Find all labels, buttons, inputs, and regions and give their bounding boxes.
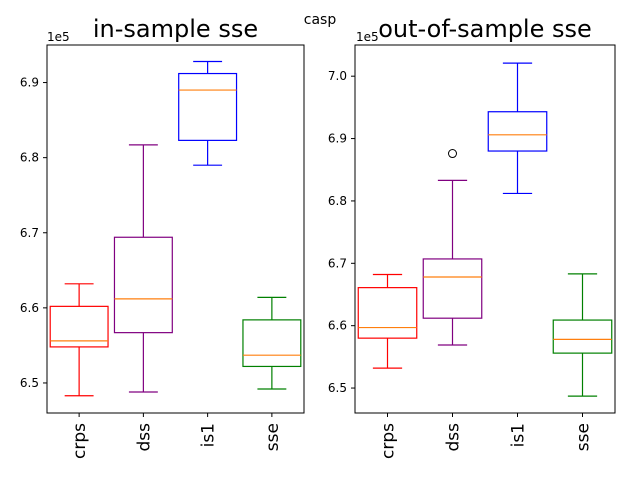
chart-out-of-sample: out-of-sample sse 1e5 6.5 6.6 6.7 6.8 6.9 7.0…	[328, 15, 616, 459]
y-tick-label: 6.5	[328, 381, 347, 395]
box-iqr	[552, 319, 613, 354]
y-tick-label: 6.8	[328, 194, 347, 208]
box-sse	[242, 296, 302, 390]
box-dss	[113, 144, 173, 393]
box-crps	[357, 273, 418, 369]
y-tick-label: 6.6	[328, 319, 347, 333]
chart-title: in-sample sse	[93, 15, 258, 43]
x-tick-label: is1	[509, 423, 529, 447]
y-offset-label: 1e5	[356, 30, 379, 44]
box-crps	[49, 283, 109, 397]
x-tick-label: dss	[134, 423, 154, 452]
box-iqr	[422, 258, 483, 319]
axes-frame	[46, 44, 305, 414]
box-is1	[487, 62, 548, 195]
box-iqr	[49, 305, 109, 348]
x-tick-label: is1	[199, 423, 219, 447]
y-tick-label: 6.7	[20, 226, 39, 240]
box-is1	[178, 60, 238, 166]
y-tick-label: 6.7	[328, 256, 347, 270]
x-tick-label: crps	[70, 423, 90, 459]
x-tick-label: sse	[263, 423, 283, 451]
chart-title: out-of-sample sse	[378, 15, 592, 43]
y-tick-label: 6.9	[20, 76, 39, 90]
box-iqr	[113, 236, 173, 334]
flier-point	[448, 149, 457, 159]
box-iqr	[178, 72, 238, 141]
box-sse	[552, 273, 613, 397]
box-iqr	[242, 319, 302, 368]
box-iqr	[357, 287, 418, 339]
y-tick-label: 6.5	[20, 376, 39, 390]
box-iqr	[487, 111, 548, 152]
y-tick-label: 6.8	[20, 151, 39, 165]
box-dss	[422, 149, 483, 346]
figure-suptitle: casp	[304, 12, 337, 28]
axes-frame	[354, 44, 616, 414]
chart-in-sample: in-sample sse 1e5 6.5 6.6 6.7 6.8 6.9 crps dss…	[20, 15, 305, 459]
x-tick-label: dss	[444, 423, 464, 452]
y-tick-label: 6.9	[328, 132, 347, 146]
x-tick-label: crps	[379, 423, 399, 459]
y-tick-label: 6.6	[20, 301, 39, 315]
x-tick-label: sse	[574, 423, 594, 451]
y-offset-label: 1e5	[47, 30, 70, 44]
y-tick-label: 7.0	[328, 69, 347, 83]
